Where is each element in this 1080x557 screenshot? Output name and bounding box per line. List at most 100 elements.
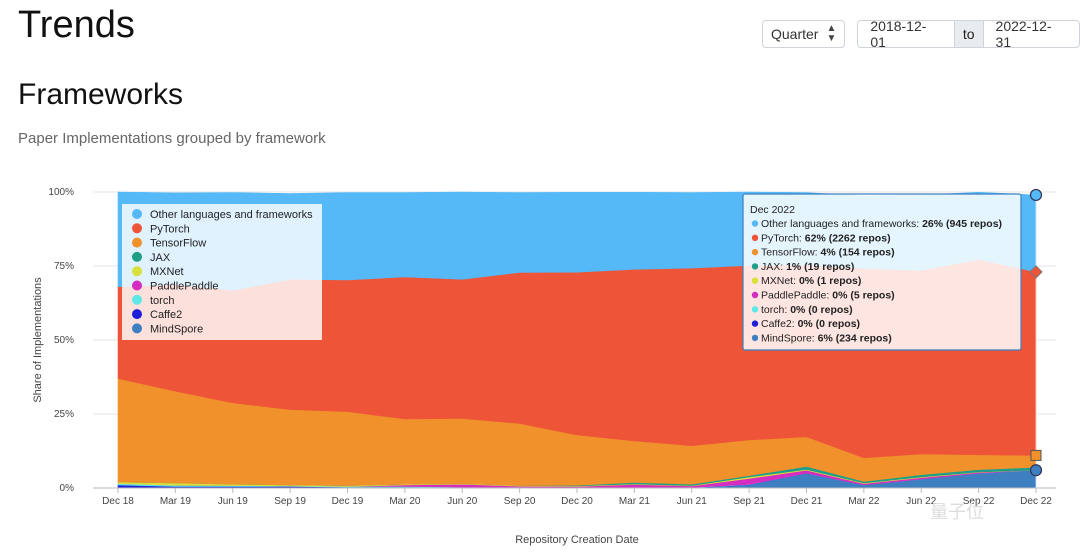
date-range-separator: to <box>953 21 984 47</box>
tooltip-box <box>742 193 1022 351</box>
legend-label: MXNet <box>150 266 184 278</box>
legend-swatch <box>132 237 142 248</box>
chart-tooltip: Dec 2022 Other languages and frameworks: … <box>742 193 1022 351</box>
y-tick-label: 25% <box>54 409 74 420</box>
x-tick-label: Jun 22 <box>906 496 936 507</box>
x-tick-label: Mar 19 <box>160 496 192 507</box>
section-subtitle: Paper Implementations grouped by framewo… <box>18 130 326 147</box>
tooltip-row-value: 26% (945 repos) <box>922 218 1002 230</box>
legend-swatch <box>132 223 142 234</box>
tooltip-row-value: 0% (5 repos) <box>832 290 894 302</box>
legend-label: TensorFlow <box>150 238 206 250</box>
x-axis-label: Repository Creation Date <box>515 534 639 546</box>
legend-label: torch <box>150 295 174 307</box>
legend-swatch <box>132 280 142 291</box>
chart-legend: Other languages and frameworks PyTorch Ten… <box>122 204 322 340</box>
tooltip-row-value: 6% (234 repos) <box>818 332 892 344</box>
y-tick-label: 100% <box>48 187 74 198</box>
legend-label: Caffe2 <box>150 309 182 321</box>
tooltip-row: PaddlePaddle: 0% (5 repos) <box>761 290 895 302</box>
x-tick-label: Mar 21 <box>619 496 651 507</box>
tooltip-row: PyTorch: 62% (2262 repos) <box>761 232 891 244</box>
legend-label: MindSpore <box>150 323 203 335</box>
x-tick-label: Sep 20 <box>504 496 536 507</box>
tooltip-row-value: 4% (154 repos) <box>821 247 895 259</box>
period-select[interactable]: Quarter ▲ ▼ <box>762 20 846 48</box>
x-tick-label: Dec 18 <box>102 496 134 507</box>
x-tick-label: Jun 19 <box>218 496 248 507</box>
tooltip-row: Other languages and frameworks: 26% (945… <box>761 218 1002 230</box>
x-tick-label: Sep 22 <box>963 496 995 507</box>
legend-label: JAX <box>150 252 171 264</box>
x-tick-label: Mar 20 <box>389 496 421 507</box>
page-title: Trends <box>18 4 135 46</box>
x-tick-label: Dec 19 <box>332 496 364 507</box>
tooltip-row: Caffe2: 0% (0 repos) <box>761 318 860 330</box>
legend-swatch <box>132 251 142 262</box>
tooltip-row-value: 62% (2262 repos) <box>805 232 891 244</box>
tooltip-row-label: PyTorch: <box>761 232 805 244</box>
tooltip-swatch <box>751 320 759 327</box>
legend-swatch <box>132 266 142 277</box>
x-tick-label: Dec 22 <box>1020 496 1052 507</box>
legend-swatch <box>132 309 142 320</box>
end-date-input[interactable]: 2022-12-31 <box>995 18 1052 50</box>
tooltip-swatch <box>751 306 759 313</box>
x-tick-label: Sep 21 <box>733 496 765 507</box>
marker-square <box>1030 449 1042 461</box>
tooltip-row-label: TensorFlow: <box>761 247 821 259</box>
tooltip-swatch <box>751 234 759 241</box>
period-select-value: Quarter <box>771 26 819 42</box>
marker-circle <box>1029 464 1043 477</box>
tooltip-swatch <box>751 220 759 227</box>
tooltip-row-value: 0% (0 repos) <box>790 304 852 316</box>
legend-swatch <box>132 323 142 334</box>
x-tick-label: Jun 20 <box>447 496 477 507</box>
x-axis: Dec 18 Mar 19 Jun 19 Sep 19 Dec 19 Mar 20 Jun … <box>93 487 1056 507</box>
x-tick-label: Mar 22 <box>848 496 880 507</box>
frameworks-area-chart[interactable]: 0% 25% 50% 75% 100% Dec 18 Mar 19 Jun 19 Sep 19… <box>0 170 1080 557</box>
marker-circle <box>1029 188 1043 202</box>
tooltip-swatch <box>751 334 759 342</box>
tooltip-row-label: Other languages and frameworks: <box>761 218 922 230</box>
y-axis-label: Share of Implementations <box>32 277 44 403</box>
y-tick-label: 50% <box>54 335 74 346</box>
tooltip-row-label: PaddlePaddle: <box>761 290 832 302</box>
tooltip-row-label: torch: <box>761 304 790 316</box>
tooltip-row-value: 1% (19 repos) <box>786 261 854 273</box>
start-date-input[interactable]: 2018-12-01 <box>870 18 927 50</box>
hover-markers <box>1029 188 1043 488</box>
x-tick-label: Jun 21 <box>677 496 707 507</box>
section-title: Frameworks <box>18 78 184 111</box>
tooltip-row-label: JAX: <box>761 261 786 273</box>
x-tick-label: Dec 21 <box>791 496 823 507</box>
y-axis: 0% 25% 50% 75% 100% <box>48 187 74 494</box>
date-range-controls: Quarter ▲ ▼ 2018-12-01 to 2022-12-31 <box>762 18 1080 50</box>
tooltip-row-label: MindSpore: <box>761 332 818 344</box>
legend-box <box>122 204 322 340</box>
watermark-text: 量子位 <box>930 502 984 523</box>
tooltip-swatch <box>751 291 759 299</box>
tooltip-row: torch: 0% (0 repos) <box>761 304 853 316</box>
tooltip-row-value: 0% (1 repos) <box>799 275 861 287</box>
tooltip-row: MindSpore: 6% (234 repos) <box>761 332 892 344</box>
tooltip-swatch <box>751 277 759 284</box>
tooltip-row: TensorFlow: 4% (154 repos) <box>761 247 895 259</box>
tooltip-row-label: MXNet: <box>761 275 799 287</box>
tooltip-row: JAX: 1% (19 repos) <box>761 261 854 273</box>
legend-swatch <box>132 294 142 305</box>
tooltip-row-value: 0% (0 repos) <box>798 318 860 330</box>
tooltip-row: MXNet: 0% (1 repos) <box>761 275 861 287</box>
tooltip-swatch <box>751 248 759 256</box>
legend-label: PaddlePaddle <box>150 281 219 293</box>
marker-diamond <box>1029 265 1043 279</box>
tooltip-title: Dec 2022 <box>750 204 795 216</box>
legend-label: Other languages and frameworks <box>150 209 313 221</box>
y-tick-label: 75% <box>54 261 74 272</box>
x-tick-label: Sep 19 <box>274 496 306 507</box>
y-tick-label: 0% <box>60 483 75 494</box>
legend-label: PyTorch <box>150 223 190 235</box>
tooltip-row-label: Caffe2: <box>761 318 798 330</box>
sort-arrows-icon: ▲ ▼ <box>826 23 837 44</box>
tooltip-swatch <box>751 263 759 270</box>
